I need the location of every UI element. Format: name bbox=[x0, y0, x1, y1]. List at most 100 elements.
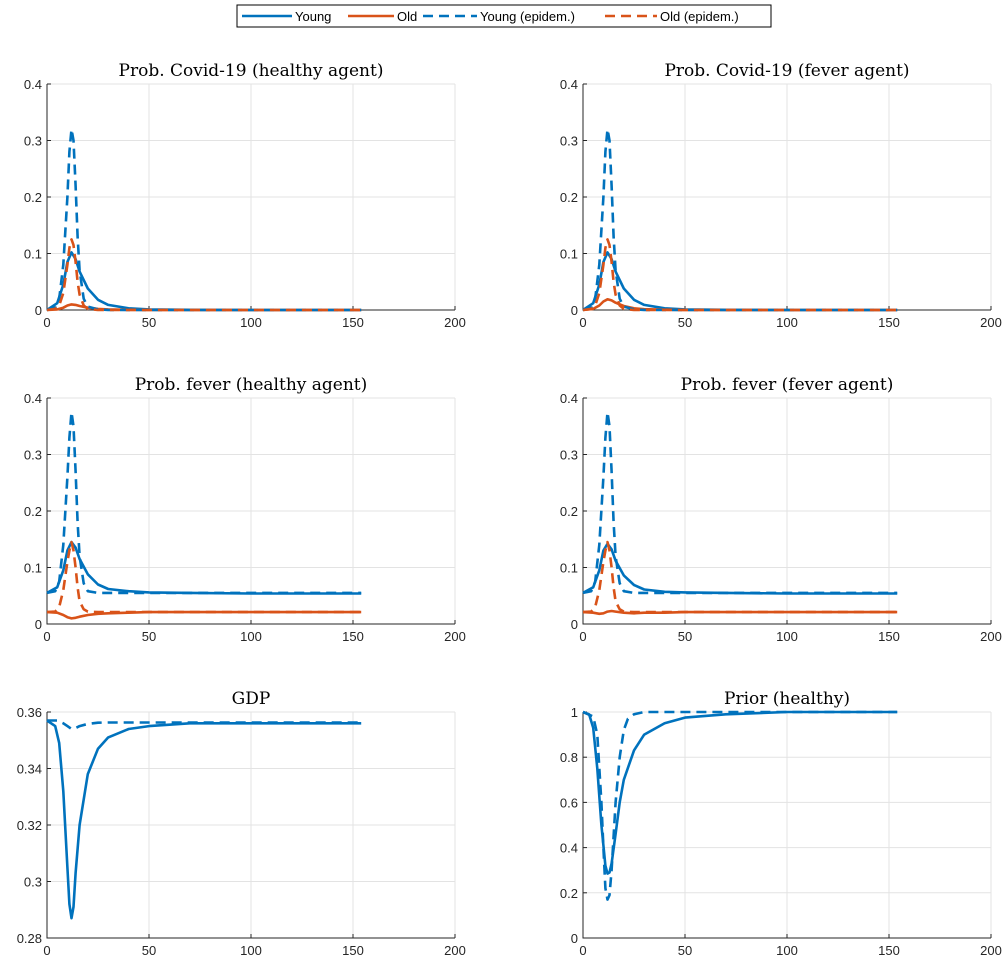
y-tick-label: 0 bbox=[35, 303, 42, 318]
x-tick-label: 50 bbox=[142, 943, 156, 958]
x-tick-label: 0 bbox=[43, 629, 50, 644]
series-line bbox=[582, 542, 898, 595]
x-tick-label: 150 bbox=[342, 943, 364, 958]
y-tick-label: 0.1 bbox=[24, 247, 42, 262]
x-tick-label: 200 bbox=[444, 629, 466, 644]
y-tick-label: 0.6 bbox=[560, 795, 578, 810]
x-tick-label: 0 bbox=[43, 315, 50, 330]
series-line bbox=[46, 238, 362, 312]
legend-label: Young (epidem.) bbox=[480, 9, 575, 24]
series-line bbox=[582, 410, 898, 595]
legend-entry: Old (epidem.) bbox=[605, 9, 739, 24]
x-tick-label: 150 bbox=[878, 943, 900, 958]
chart-title: Prob. fever (healthy agent) bbox=[135, 375, 368, 395]
y-tick-label: 0.1 bbox=[24, 561, 42, 576]
y-tick-label: 0.32 bbox=[17, 818, 42, 833]
legend-entry: Young (epidem.) bbox=[423, 9, 575, 24]
chart-panel: Prob. Covid-19 (healthy agent) 0 50 100 150 2… bbox=[24, 61, 466, 330]
x-tick-label: 0 bbox=[579, 629, 586, 644]
legend-entry: Old bbox=[348, 9, 417, 24]
series-line bbox=[46, 719, 362, 920]
x-tick-label: 50 bbox=[678, 629, 692, 644]
y-tick-label: 0.8 bbox=[560, 750, 578, 765]
x-tick-label: 100 bbox=[240, 315, 262, 330]
y-tick-label: 0.4 bbox=[560, 841, 578, 856]
y-tick-label: 0.4 bbox=[24, 77, 42, 92]
y-tick-label: 0.3 bbox=[24, 134, 42, 149]
chart-title: Prior (healthy) bbox=[724, 689, 850, 709]
y-tick-label: 1 bbox=[571, 705, 578, 720]
chart-title: Prob. Covid-19 (fever agent) bbox=[664, 61, 909, 81]
chart-panel: Prior (healthy) 0 50 100 150 200 0 0.2 0.4 0.6 0.8… bbox=[560, 689, 1002, 958]
y-tick-label: 0.3 bbox=[24, 875, 42, 890]
series-line bbox=[46, 540, 362, 614]
y-tick-label: 0 bbox=[571, 931, 578, 946]
x-tick-label: 50 bbox=[678, 315, 692, 330]
x-tick-label: 50 bbox=[142, 629, 156, 644]
y-tick-label: 0 bbox=[571, 303, 578, 318]
x-tick-label: 200 bbox=[444, 943, 466, 958]
y-tick-label: 0 bbox=[571, 617, 578, 632]
chart-panel: Prob. Covid-19 (fever agent) 0 50 100 150 200… bbox=[560, 61, 1002, 330]
y-tick-label: 0.2 bbox=[560, 190, 578, 205]
legend: Young Old Young (epidem.) Old (epidem.) bbox=[236, 4, 772, 28]
x-tick-label: 50 bbox=[678, 943, 692, 958]
y-tick-label: 0.3 bbox=[560, 448, 578, 463]
x-tick-label: 0 bbox=[579, 315, 586, 330]
y-tick-label: 0.2 bbox=[24, 190, 42, 205]
x-tick-label: 200 bbox=[444, 315, 466, 330]
y-tick-label: 0.2 bbox=[560, 504, 578, 519]
x-tick-label: 200 bbox=[980, 315, 1002, 330]
legend-entry: Young bbox=[242, 9, 331, 24]
x-tick-label: 100 bbox=[240, 943, 262, 958]
y-tick-label: 0.4 bbox=[560, 391, 578, 406]
x-tick-label: 150 bbox=[342, 629, 364, 644]
x-tick-label: 0 bbox=[579, 943, 586, 958]
y-tick-label: 0.2 bbox=[560, 886, 578, 901]
legend-label: Young bbox=[295, 9, 331, 24]
y-tick-label: 0.2 bbox=[24, 504, 42, 519]
y-tick-label: 0.1 bbox=[560, 247, 578, 262]
x-tick-label: 100 bbox=[776, 315, 798, 330]
series-line bbox=[46, 251, 362, 312]
y-tick-label: 0.4 bbox=[24, 391, 42, 406]
y-tick-label: 0.3 bbox=[560, 134, 578, 149]
chart-title: Prob. fever (fever agent) bbox=[681, 375, 894, 395]
x-tick-label: 50 bbox=[142, 315, 156, 330]
legend-label: Old (epidem.) bbox=[660, 9, 739, 24]
y-tick-label: 0.3 bbox=[24, 448, 42, 463]
x-tick-label: 150 bbox=[342, 315, 364, 330]
x-tick-label: 100 bbox=[776, 629, 798, 644]
y-tick-label: 0.4 bbox=[560, 77, 578, 92]
y-tick-label: 0.34 bbox=[17, 762, 42, 777]
chart-panel: Prob. fever (fever agent) 0 50 100 150 200 0 0.… bbox=[560, 375, 1002, 644]
x-tick-label: 100 bbox=[240, 629, 262, 644]
series-line bbox=[582, 251, 898, 312]
chart-title: GDP bbox=[232, 689, 271, 709]
x-tick-label: 100 bbox=[776, 943, 798, 958]
y-tick-label: 0.28 bbox=[17, 931, 42, 946]
series-line bbox=[582, 540, 898, 614]
x-tick-label: 150 bbox=[878, 315, 900, 330]
series-line bbox=[582, 127, 898, 312]
series-line bbox=[582, 710, 898, 875]
legend-box bbox=[236, 4, 772, 28]
chart-panel: GDP 0 50 100 150 200 0.28 0.3 0.32 0.34 0.36 bbox=[17, 689, 466, 958]
x-tick-label: 150 bbox=[878, 629, 900, 644]
chart-title: Prob. Covid-19 (healthy agent) bbox=[119, 61, 384, 81]
y-tick-label: 0 bbox=[35, 617, 42, 632]
series-line bbox=[47, 719, 362, 731]
series-line bbox=[46, 540, 362, 595]
x-tick-label: 200 bbox=[980, 629, 1002, 644]
y-tick-label: 0.1 bbox=[560, 561, 578, 576]
series-line bbox=[46, 127, 362, 312]
series-line bbox=[46, 410, 362, 595]
series-line bbox=[582, 710, 898, 901]
x-tick-label: 0 bbox=[43, 943, 50, 958]
chart-panel: Prob. fever (healthy agent) 0 50 100 150 200 0… bbox=[24, 375, 466, 644]
legend-label: Old bbox=[397, 9, 417, 24]
series-line bbox=[582, 238, 898, 312]
y-tick-label: 0.36 bbox=[17, 705, 42, 720]
x-tick-label: 200 bbox=[980, 943, 1002, 958]
